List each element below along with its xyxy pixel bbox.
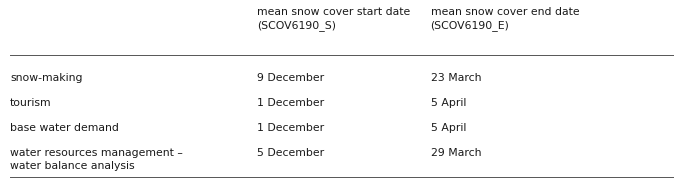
Text: 9 December: 9 December: [257, 73, 324, 83]
Text: mean snow cover start date
(SCOV6190_S): mean snow cover start date (SCOV6190_S): [257, 7, 411, 31]
Text: 1 December: 1 December: [257, 123, 324, 133]
Text: water resources management –
water balance analysis: water resources management – water balan…: [10, 148, 183, 171]
Text: 23 March: 23 March: [430, 73, 481, 83]
Text: mean snow cover end date
(SCOV6190_E): mean snow cover end date (SCOV6190_E): [430, 7, 580, 31]
Text: 1 December: 1 December: [257, 98, 324, 108]
Text: 5 April: 5 April: [430, 123, 466, 133]
Text: snow-making: snow-making: [10, 73, 82, 83]
Text: 5 December: 5 December: [257, 148, 324, 158]
Text: 5 April: 5 April: [430, 98, 466, 108]
Text: 29 March: 29 March: [430, 148, 481, 158]
Text: tourism: tourism: [10, 98, 52, 108]
Text: base water demand: base water demand: [10, 123, 119, 133]
